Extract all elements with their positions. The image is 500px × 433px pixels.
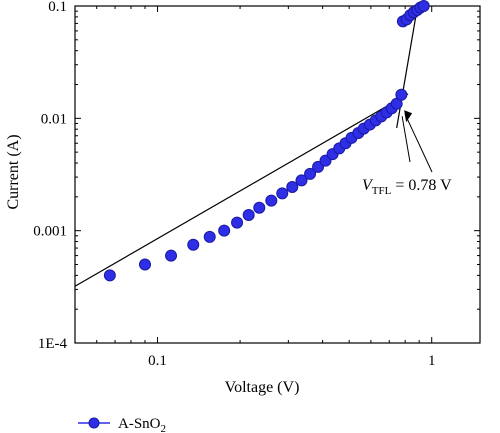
data-point	[417, 0, 430, 12]
data-point	[165, 249, 178, 262]
legend-marker	[88, 417, 100, 429]
data-point	[103, 269, 116, 282]
data-point	[395, 88, 408, 101]
data-point	[231, 216, 244, 229]
data-point	[242, 208, 255, 221]
data-point	[138, 258, 151, 271]
ohmic-fit-line	[74, 93, 409, 287]
legend-label: A-SnO2	[118, 416, 166, 433]
x-axis-title: Voltage (V)	[225, 379, 300, 396]
legend: A-SnO2	[78, 416, 166, 433]
vtfl-pointer-left	[401, 116, 411, 163]
vtfl-label-v: V	[362, 177, 374, 194]
vtfl-pointer-right	[404, 114, 433, 173]
vtfl-arrowhead	[404, 110, 413, 123]
legend-label-sub: 2	[161, 423, 167, 433]
legend-label-main: A-SnO	[118, 416, 161, 432]
plot-frame	[74, 5, 481, 344]
vtfl-annotation: VTFL = 0.78 V	[362, 110, 452, 197]
x-tick-label: 1	[428, 353, 436, 369]
plot-axes	[74, 5, 481, 344]
y-tick-label: 0.001	[33, 224, 67, 240]
data-point	[295, 174, 308, 187]
vtfl-label-value: = 0.78 V	[391, 177, 452, 194]
x-tick-label: 0.1	[148, 353, 167, 369]
y-tick-label: 1E-4	[38, 336, 68, 352]
data-point	[253, 201, 266, 214]
vtfl-label: VTFL = 0.78 V	[362, 177, 452, 197]
data-point	[187, 238, 200, 251]
data-point	[265, 194, 278, 207]
data-point	[276, 187, 289, 200]
data-point	[286, 180, 299, 193]
y-tick-label: 0.01	[41, 111, 67, 127]
data-point	[218, 224, 231, 237]
data-point	[304, 167, 317, 180]
fit-lines	[74, 8, 418, 287]
y-axis-title: Current (A)	[5, 134, 22, 209]
data-point	[203, 230, 216, 243]
axis-ticks: 0.1 1 1E-4 0.001 0.01 0.1	[33, 0, 480, 369]
y-tick-label: 0.1	[48, 0, 67, 15]
data-markers	[103, 0, 430, 282]
vtfl-label-sub: TFL	[372, 185, 392, 197]
